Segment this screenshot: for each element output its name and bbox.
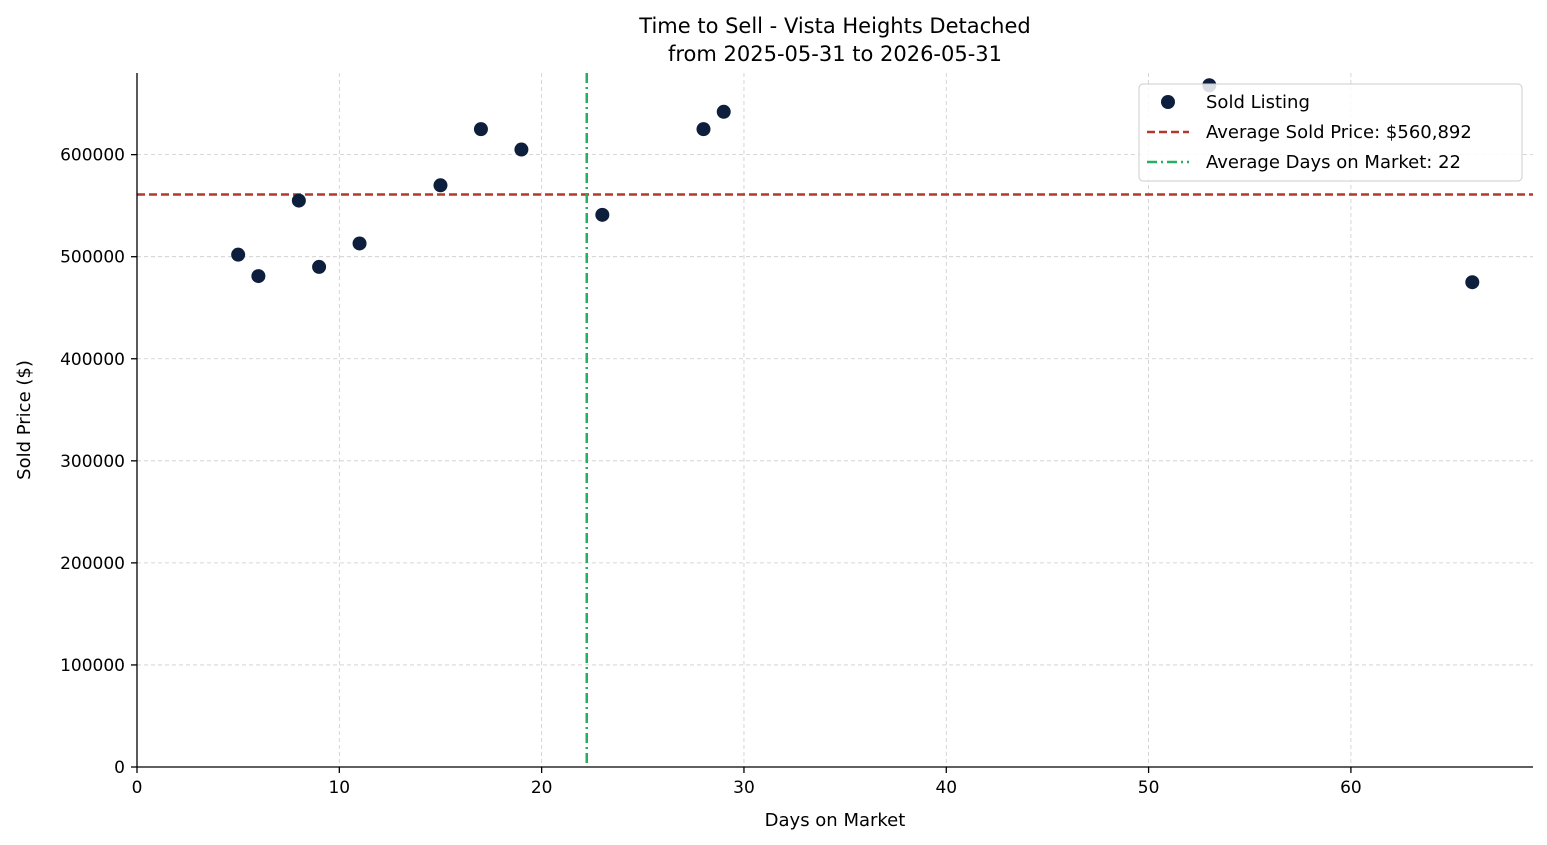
y-tick-label: 0 xyxy=(114,758,125,778)
legend-label-sold-listing: Sold Listing xyxy=(1206,92,1310,113)
x-tick-label: 60 xyxy=(1340,778,1362,798)
x-tick-label: 40 xyxy=(935,778,957,798)
x-tick-label: 0 xyxy=(132,778,143,798)
legend-label-average-price: Average Sold Price: $560,892 xyxy=(1206,122,1472,143)
chart-title: Time to Sell - Vista Heights Detached xyxy=(638,14,1030,38)
chart-subtitle: from 2025-05-31 to 2026-05-31 xyxy=(668,42,1002,66)
sold-listing-point xyxy=(231,247,246,262)
x-tick-label: 30 xyxy=(733,778,755,798)
sold-listing-point xyxy=(696,122,711,137)
axes xyxy=(136,73,1533,768)
sold-listing-point xyxy=(595,207,610,222)
x-tick-label: 20 xyxy=(531,778,553,798)
legend-label-average-days: Average Days on Market: 22 xyxy=(1206,152,1461,173)
y-axis-label: Sold Price ($) xyxy=(14,360,35,480)
y-tick-label: 400000 xyxy=(60,350,125,370)
legend-marker-sold-listing xyxy=(1161,95,1175,109)
sold-listing-point xyxy=(716,104,731,119)
legend-box xyxy=(1138,83,1523,182)
sold-listing-point xyxy=(312,259,327,274)
ticks: 0 10 20 30 40 50 60 0 100000 200000 300000 400000 50… xyxy=(60,146,1362,798)
sold-listing-point xyxy=(473,122,488,137)
sold-listing-point xyxy=(251,269,266,284)
reference-lines xyxy=(137,73,1533,767)
grid xyxy=(137,73,1533,767)
x-tick-label: 50 xyxy=(1138,778,1160,798)
sold-listing-point xyxy=(1465,275,1480,290)
sold-listing-point xyxy=(514,142,529,157)
y-tick-label: 100000 xyxy=(60,656,125,676)
y-tick-label: 600000 xyxy=(60,146,125,166)
x-axis-label: Days on Market xyxy=(765,810,906,831)
y-tick-label: 300000 xyxy=(60,452,125,472)
sold-listing-point xyxy=(433,178,448,193)
sold-listing-point xyxy=(291,193,306,208)
sold-listing-point xyxy=(352,236,367,251)
legend: Sold Listing Average Sold Price: $560,89… xyxy=(1138,83,1523,182)
x-tick-label: 10 xyxy=(328,778,350,798)
y-tick-label: 200000 xyxy=(60,554,125,574)
y-tick-label: 500000 xyxy=(60,248,125,268)
